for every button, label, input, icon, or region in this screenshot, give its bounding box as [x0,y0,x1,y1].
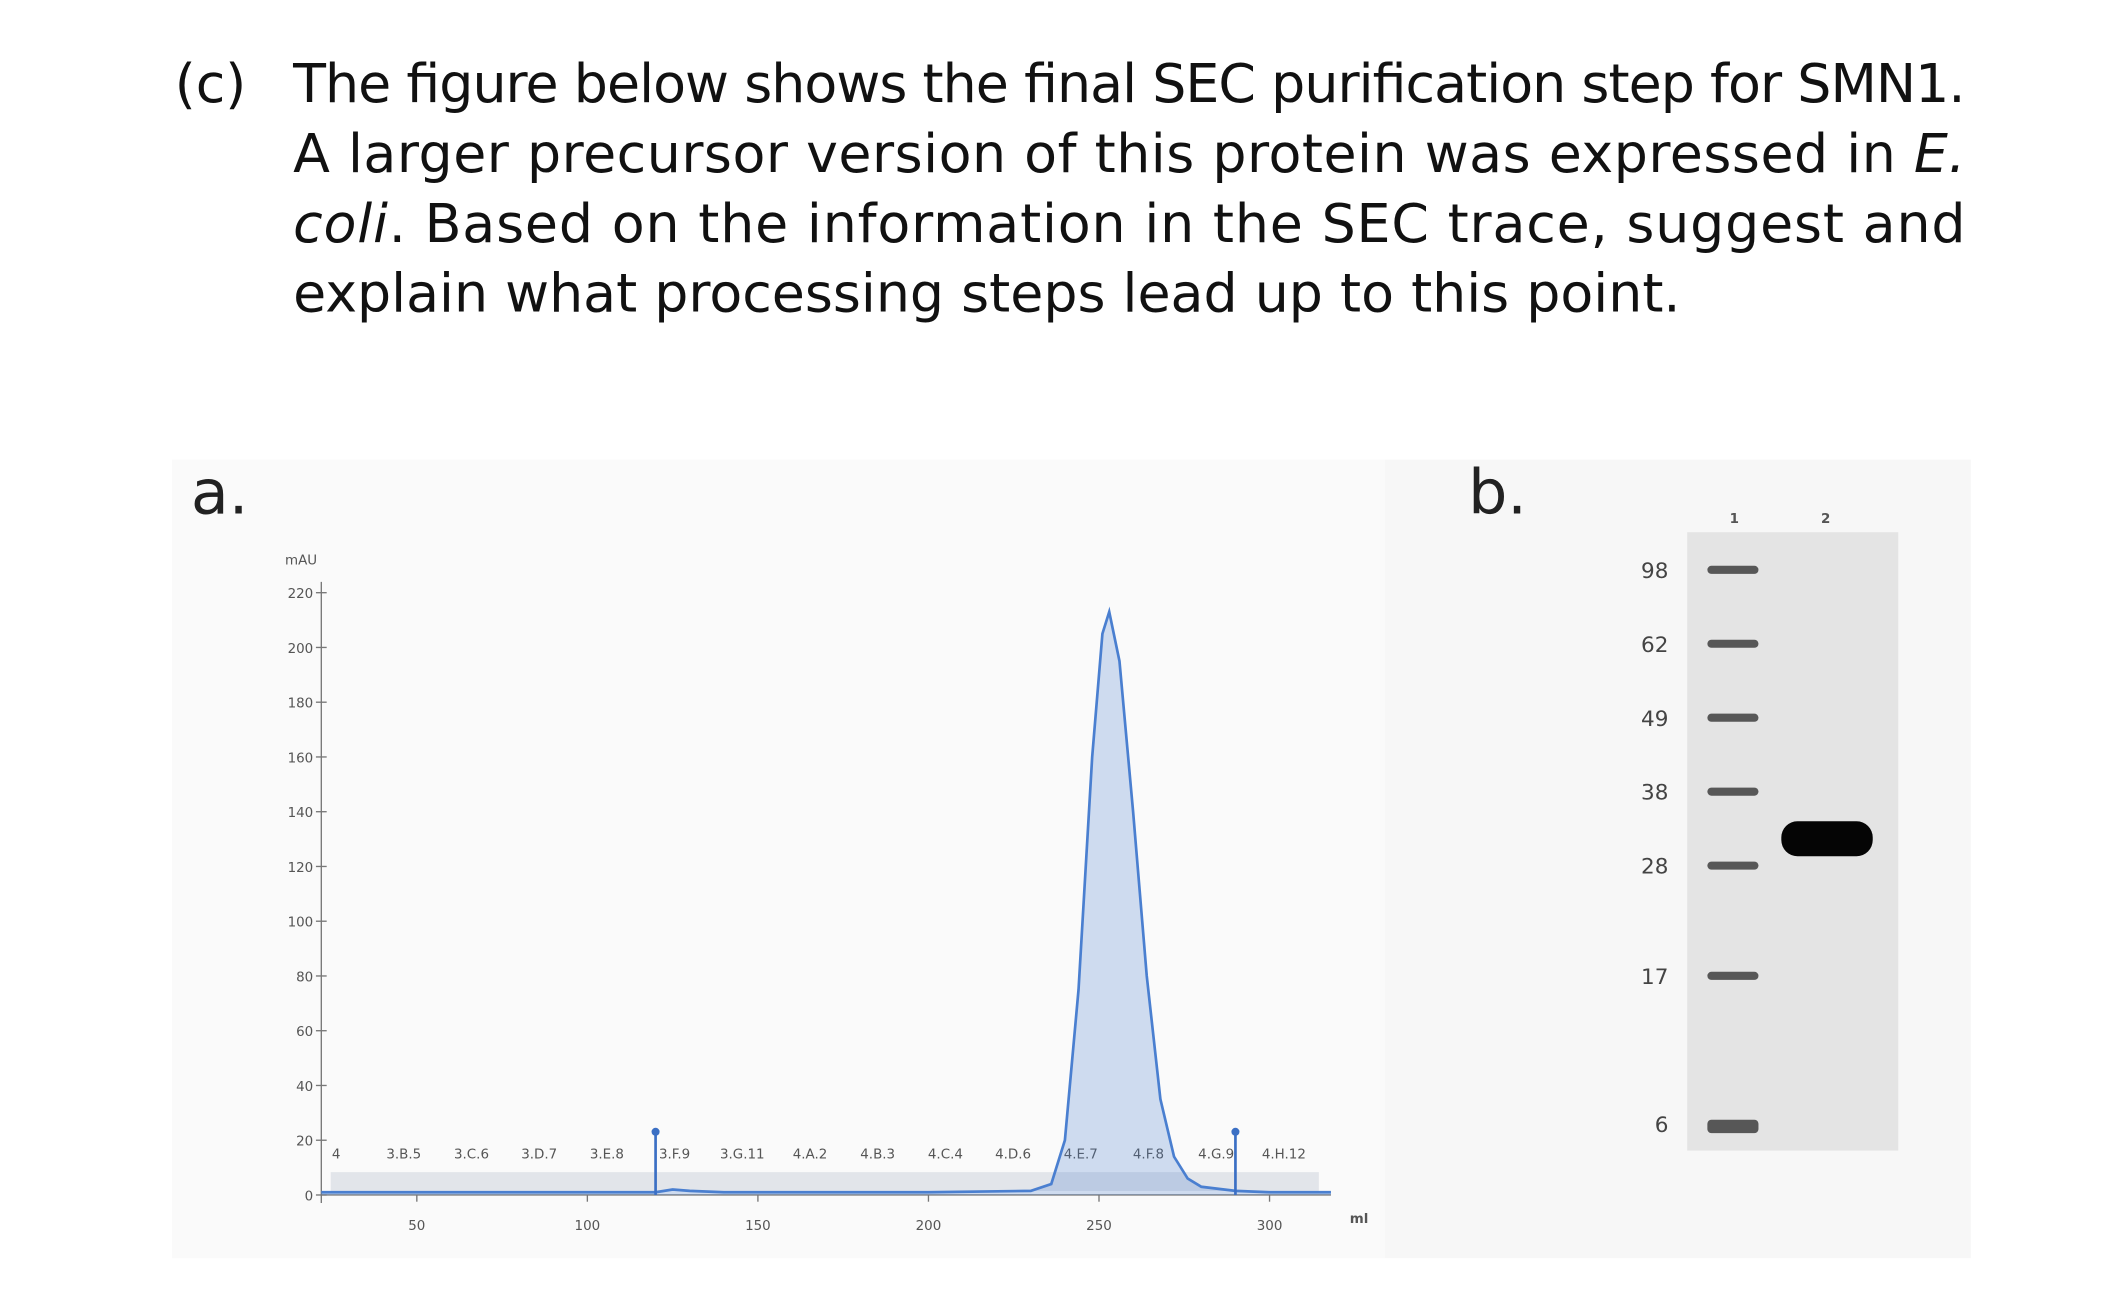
ladder-label: 98 [1641,559,1668,584]
x-tick-label: 50 [408,1219,425,1234]
y-tick-label: 180 [288,697,314,712]
y-tick-label: 140 [288,806,314,821]
fraction-label: 3.F.9 [659,1148,690,1163]
y-tick-label: 120 [288,861,314,876]
trace-line [321,606,1331,1194]
y-tick-label: 20 [296,1135,313,1150]
fraction-label: 4.D.6 [995,1148,1031,1163]
question-line: The figure below shows the final SEC pur… [292,52,1965,115]
text-run: explain what processing steps lead up to… [293,262,1680,325]
question-line: coli. Based on the information in the SE… [293,192,1965,255]
x-tick-label: 250 [1086,1219,1112,1234]
y-tick-label: 80 [296,970,313,985]
y-axis-label: mAU [285,553,317,568]
panel-a-bg [172,459,1385,1259]
question-line: A larger precursor version of this prote… [293,122,1965,185]
ladder-label: 6 [1655,1113,1669,1138]
ladder-band [1707,713,1759,722]
question-label: (c) [175,52,247,115]
y-tick-label: 220 [288,587,314,602]
lane-label: 2 [1821,512,1830,527]
fraction-label: 4.G.9 [1198,1148,1234,1163]
y-tick-label: 40 [296,1080,313,1095]
fraction-label: 3.D.7 [521,1148,557,1163]
y-tick-label: 100 [288,916,314,931]
fraction-label: 4.E.7 [1064,1148,1098,1163]
text-run: . Based on the information in the SEC tr… [389,192,1966,255]
fraction-label: 3.E.8 [590,1148,624,1163]
ladder-label: 49 [1641,707,1668,732]
lane-label: 1 [1730,512,1739,527]
ladder-band [1707,861,1759,870]
fraction-bar [330,1172,1319,1191]
ladder-band [1707,971,1759,980]
x-tick-label: 100 [575,1219,601,1234]
ladder-label: 62 [1641,633,1668,658]
x-tick-label: 150 [745,1219,771,1234]
ladder-label: 17 [1641,965,1668,990]
fraction-label: 4.A.2 [793,1148,828,1163]
panel-label: b. [1468,456,1527,528]
question-line: explain what processing steps lead up to… [293,262,1680,325]
ladder-label: 28 [1641,855,1668,880]
ladder-band [1707,565,1759,574]
ladder-band [1707,1119,1759,1134]
text-run: coli [293,192,388,255]
y-tick-label: 0 [305,1189,314,1204]
fraction-label: 3.B.5 [386,1148,421,1163]
gel-band [1781,821,1873,857]
x-tick-label: 300 [1257,1219,1283,1234]
text-run: E. [1914,122,1966,185]
trace-area [321,611,1331,1195]
y-tick-label: 60 [296,1025,313,1040]
fraction-label: 4.H.12 [1262,1148,1306,1163]
fraction-label: 3.G.11 [720,1148,765,1163]
fraction-label: 3.C.6 [454,1148,489,1163]
panel-label: a. [191,456,249,528]
y-tick-label: 160 [288,751,314,766]
event-dot [651,1127,660,1136]
x-tick-label: 200 [916,1219,942,1234]
fraction-label: 4.C.4 [928,1148,963,1163]
fraction-label: 4.F.8 [1133,1148,1164,1163]
y-tick-label: 200 [288,642,314,657]
fraction-label: 4 [332,1148,341,1163]
fraction-label: 4.B.3 [860,1148,895,1163]
ladder-band [1707,639,1759,648]
ladder-label: 38 [1641,781,1668,806]
text-run: The figure below shows the final SEC pur… [292,52,1965,115]
x-axis-label: ml [1350,1212,1369,1227]
text-run: A larger precursor version of this prote… [293,122,1913,185]
ladder-band [1707,787,1759,796]
event-dot [1231,1127,1240,1136]
